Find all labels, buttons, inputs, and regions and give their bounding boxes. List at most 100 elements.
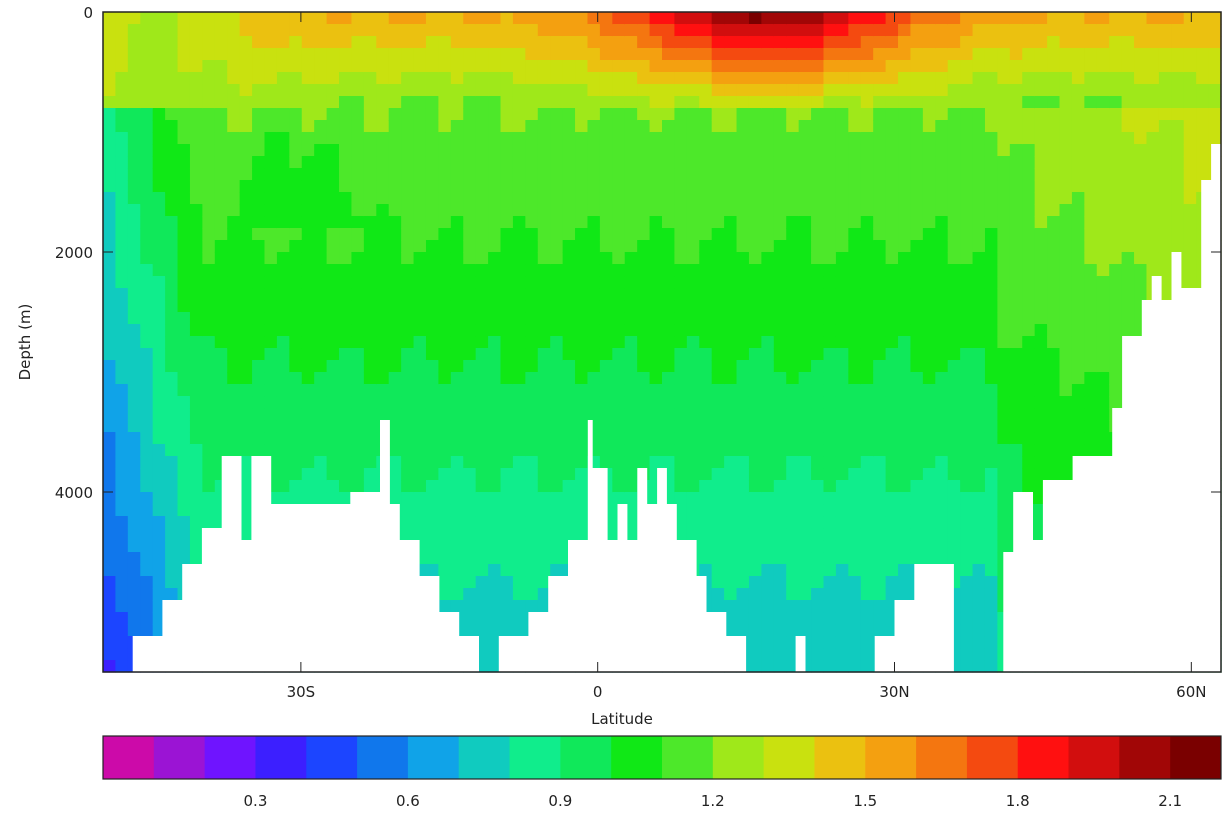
heatmap-cell <box>1171 36 1185 49</box>
heatmap-cell <box>500 456 514 469</box>
heatmap-cell <box>984 444 998 457</box>
heatmap-cell <box>699 384 713 397</box>
heatmap-cell <box>773 180 787 193</box>
heatmap-cell <box>662 120 676 133</box>
heatmap-cell <box>401 336 415 349</box>
heatmap-cell <box>1047 204 1061 217</box>
heatmap-cell <box>276 180 290 193</box>
heatmap-cell <box>736 408 750 421</box>
heatmap-cell <box>413 504 427 517</box>
heatmap-cell <box>537 132 551 145</box>
heatmap-cell <box>227 84 241 97</box>
heatmap-cell <box>239 384 253 397</box>
heatmap-cell <box>811 408 825 421</box>
heatmap-cell <box>898 420 912 433</box>
heatmap-cell <box>177 288 191 301</box>
heatmap-cell <box>798 60 812 73</box>
heatmap-cell <box>550 312 564 325</box>
heatmap-cell <box>326 396 340 409</box>
heatmap-cell <box>686 288 700 301</box>
heatmap-cell <box>960 660 974 673</box>
heatmap-cell <box>103 156 117 169</box>
heatmap-cell <box>736 204 750 217</box>
heatmap-cell <box>674 360 688 373</box>
heatmap-cell <box>450 564 464 577</box>
heatmap-cell <box>1034 120 1048 133</box>
heatmap-cell <box>550 204 564 217</box>
heatmap-cell <box>239 396 253 409</box>
heatmap-cell <box>984 24 998 37</box>
heatmap-cell <box>898 408 912 421</box>
heatmap-cell <box>326 300 340 313</box>
heatmap-cell <box>612 372 626 385</box>
heatmap-cell <box>1084 120 1098 133</box>
heatmap-cell <box>475 288 489 301</box>
heatmap-cell <box>935 324 949 337</box>
heatmap-cell <box>1084 144 1098 157</box>
heatmap-cell <box>301 84 315 97</box>
heatmap-cell <box>898 276 912 289</box>
heatmap-cell <box>264 156 278 169</box>
heatmap-cell <box>786 288 800 301</box>
heatmap-cell <box>500 12 514 25</box>
heatmap-cell <box>960 588 974 601</box>
heatmap-cell <box>885 576 899 589</box>
heatmap-cell <box>140 408 154 421</box>
heatmap-cell <box>388 288 402 301</box>
heatmap-cell <box>252 168 266 181</box>
heatmap-cell <box>189 24 203 37</box>
heatmap-cell <box>748 240 762 253</box>
heatmap-cell <box>537 600 551 613</box>
heatmap-cell <box>736 444 750 457</box>
heatmap-cell <box>177 312 191 325</box>
heatmap-cell <box>724 444 738 457</box>
heatmap-cell <box>363 192 377 205</box>
heatmap-cell <box>1084 96 1098 109</box>
heatmap-cell <box>711 168 725 181</box>
heatmap-cell <box>922 504 936 517</box>
heatmap-cell <box>314 396 328 409</box>
heatmap-cell <box>425 552 439 565</box>
heatmap-cell <box>1022 372 1036 385</box>
heatmap-cell <box>662 372 676 385</box>
heatmap-cell <box>1096 336 1110 349</box>
heatmap-cell <box>848 336 862 349</box>
heatmap-cell <box>401 264 415 277</box>
heatmap-cell <box>202 216 216 229</box>
heatmap-cell <box>798 252 812 265</box>
heatmap-cell <box>475 120 489 133</box>
heatmap-cell <box>401 444 415 457</box>
heatmap-cell <box>140 360 154 373</box>
heatmap-cell <box>475 96 489 109</box>
heatmap-cell <box>314 60 328 73</box>
heatmap-cell <box>761 324 775 337</box>
heatmap-cell <box>562 12 576 25</box>
heatmap-cell <box>984 192 998 205</box>
heatmap-cell <box>910 240 924 253</box>
heatmap-cell <box>488 156 502 169</box>
heatmap-cell <box>177 420 191 433</box>
heatmap-cell <box>748 84 762 97</box>
heatmap-cell <box>351 120 365 133</box>
heatmap-cell <box>761 360 775 373</box>
heatmap-cell <box>326 72 340 85</box>
heatmap-cell <box>773 588 787 601</box>
heatmap-cell <box>488 276 502 289</box>
heatmap-cell <box>997 132 1011 145</box>
heatmap-cell <box>202 204 216 217</box>
heatmap-cell <box>401 240 415 253</box>
heatmap-cell <box>152 432 166 445</box>
heatmap-cell <box>1022 180 1036 193</box>
heatmap-cell <box>239 144 253 157</box>
heatmap-cell <box>997 324 1011 337</box>
heatmap-cell <box>450 228 464 241</box>
heatmap-cell <box>1071 276 1085 289</box>
heatmap-cell <box>972 300 986 313</box>
heatmap-cell <box>637 72 651 85</box>
heatmap-cell <box>115 72 129 85</box>
heatmap-cell <box>1183 12 1197 25</box>
heatmap-cell <box>960 420 974 433</box>
heatmap-cell <box>711 564 725 577</box>
heatmap-cell <box>1134 228 1148 241</box>
heatmap-cell <box>401 216 415 229</box>
